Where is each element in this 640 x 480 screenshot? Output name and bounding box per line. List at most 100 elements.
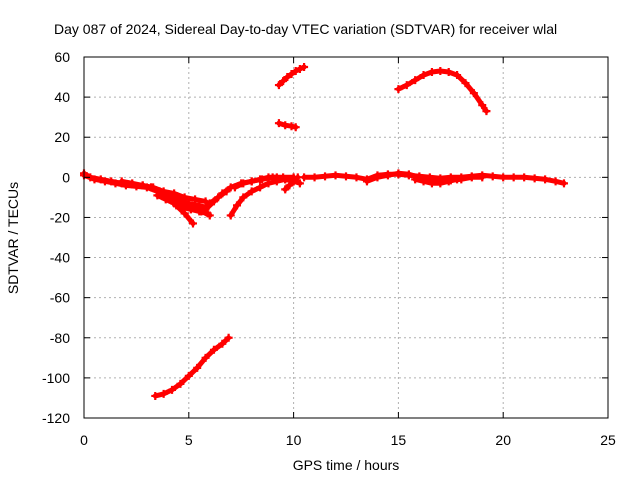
- data-point: [402, 81, 411, 90]
- data-point: [283, 73, 292, 82]
- data-point: [247, 177, 256, 186]
- data-point: [224, 333, 233, 342]
- data-point: [530, 174, 539, 183]
- series-arc-16: [274, 119, 300, 132]
- data-point: [295, 179, 304, 188]
- data-point: [453, 71, 462, 80]
- data-point: [499, 173, 508, 182]
- data-point: [230, 183, 239, 192]
- x-tick-label: 15: [391, 432, 407, 448]
- chart-title: Day 087 of 2024, Sidereal Day-to-day VTE…: [54, 21, 557, 37]
- data-point: [96, 175, 105, 184]
- data-point: [478, 101, 487, 110]
- data-point: [107, 177, 116, 186]
- data-point: [193, 363, 202, 372]
- series-arc-14: [151, 333, 233, 400]
- data-point: [287, 70, 296, 79]
- data-point: [461, 79, 470, 88]
- series-trace: [282, 174, 301, 192]
- data-point: [209, 345, 218, 354]
- y-tick-label: -60: [50, 290, 70, 306]
- data-point: [342, 172, 350, 181]
- data-point: [272, 173, 281, 182]
- data-point: [279, 77, 288, 86]
- data-point: [147, 183, 156, 192]
- data-point: [559, 179, 568, 188]
- data-point: [488, 172, 497, 181]
- data-point: [239, 179, 248, 188]
- data-point: [178, 203, 187, 212]
- y-tick-label: 60: [54, 49, 70, 65]
- data-point: [469, 89, 478, 98]
- data-point: [209, 197, 218, 206]
- x-tick-label: 10: [286, 432, 302, 448]
- data-point: [281, 185, 290, 194]
- axis-ticks: 0 5 10 15 20 25 -120 -100 -80 -60 -40 -20 0 20 40 60: [42, 49, 616, 448]
- data-point: [117, 177, 126, 186]
- data-point: [394, 169, 403, 178]
- data-point: [541, 175, 550, 184]
- y-tick-label: 0: [62, 169, 70, 185]
- data-point: [239, 193, 248, 202]
- data-point: [274, 119, 283, 128]
- y-tick-label: 40: [54, 89, 70, 105]
- y-tick-label: -20: [50, 209, 70, 225]
- data-point: [128, 179, 137, 188]
- data-point: [233, 201, 242, 210]
- data-point: [281, 175, 290, 184]
- data-point: [159, 389, 168, 398]
- data-point: [138, 181, 147, 190]
- data-point: [310, 173, 319, 182]
- x-axis-label: GPS time / hours: [293, 457, 400, 473]
- data-point: [394, 85, 403, 94]
- data-point: [331, 171, 340, 180]
- data-point: [201, 205, 210, 214]
- y-tick-label: -40: [50, 250, 70, 266]
- data-point: [184, 371, 193, 380]
- series-trace: [152, 335, 232, 399]
- grid: [84, 57, 608, 418]
- x-tick-label: 20: [495, 432, 511, 448]
- data-point: [226, 211, 235, 220]
- x-tick-label: 0: [80, 432, 88, 448]
- data-point: [520, 173, 529, 182]
- y-tick-label: 20: [54, 129, 70, 145]
- data-point: [373, 173, 382, 182]
- data-point: [411, 175, 420, 184]
- data-point: [291, 123, 300, 132]
- data-point: [256, 183, 265, 192]
- data-series: [80, 63, 568, 400]
- data-point: [436, 67, 445, 76]
- data-point: [436, 179, 445, 188]
- data-point: [186, 205, 195, 214]
- x-tick-label: 25: [600, 432, 616, 448]
- data-point: [218, 339, 227, 348]
- y-tick-label: -120: [42, 410, 70, 426]
- data-point: [419, 71, 428, 80]
- data-point: [411, 76, 420, 85]
- y-axis-label: SDTVAR / TECUs: [5, 182, 21, 294]
- data-point: [168, 385, 177, 394]
- data-point: [352, 173, 361, 182]
- series-arc-15: [274, 63, 309, 90]
- data-point: [176, 379, 185, 388]
- data-point: [201, 353, 210, 362]
- plot-frame: [83, 56, 609, 419]
- data-point: [151, 391, 160, 400]
- series-arc-13: [411, 175, 462, 188]
- data-point: [478, 173, 487, 182]
- data-point: [300, 63, 309, 72]
- data-point: [197, 207, 206, 216]
- data-point: [362, 177, 371, 186]
- data-point: [427, 68, 436, 77]
- data-point: [404, 170, 413, 179]
- data-point: [427, 179, 436, 188]
- data-point: [256, 175, 265, 184]
- data-point: [188, 219, 197, 228]
- data-point: [291, 67, 300, 76]
- data-point: [467, 173, 476, 182]
- data-point: [444, 177, 453, 186]
- data-point: [247, 187, 256, 196]
- data-point: [218, 189, 227, 198]
